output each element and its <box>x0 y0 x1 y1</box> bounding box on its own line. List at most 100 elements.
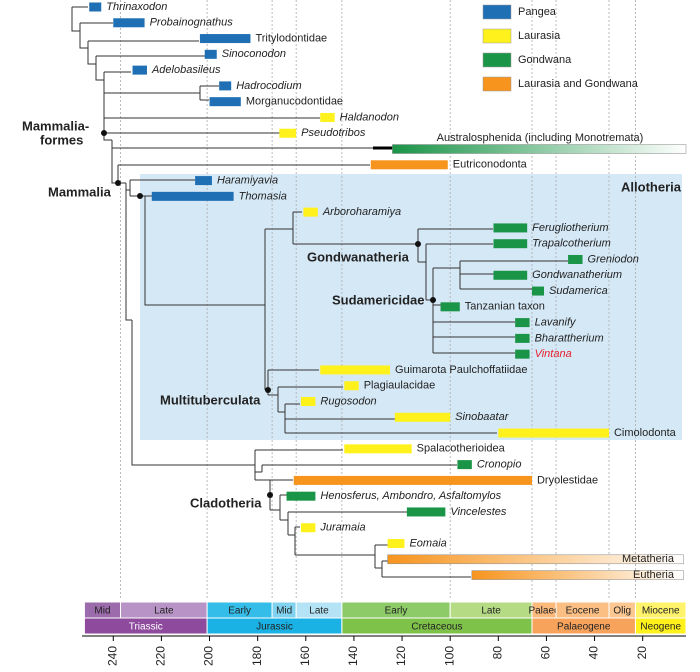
timescale-label: Triassic <box>129 622 163 633</box>
timescale-label: Neogene <box>640 622 681 633</box>
x-tick-label: 60 <box>539 646 553 660</box>
legend-label: Gondwana <box>518 54 572 66</box>
taxon-label: Sinoconodon <box>222 48 286 60</box>
taxon-label: Henosferus, Ambondro, Asfaltomylos <box>320 490 501 502</box>
range-bar <box>204 49 217 59</box>
range-bar <box>568 254 583 264</box>
timescale-label: Late <box>154 606 174 617</box>
x-tick-label: 160 <box>298 646 312 666</box>
taxon-label: Bharattherium <box>535 332 604 344</box>
taxon-label: Australosphenida (including Monotremata) <box>437 132 644 144</box>
group-label: Mammalia <box>48 184 112 199</box>
node <box>265 387 271 393</box>
group-label: Mammalia- <box>22 118 89 133</box>
node <box>115 180 121 186</box>
timescale-label: Olig <box>613 606 631 617</box>
timescale-label: Jurassic <box>256 622 293 633</box>
range-bar <box>219 81 232 91</box>
range-bar <box>300 397 316 406</box>
taxon-label: Haldanodon <box>340 111 399 123</box>
x-tick-label: 100 <box>442 646 456 666</box>
legend-label: Laurasia and Gondwana <box>518 78 639 90</box>
group-label: formes <box>40 132 83 147</box>
timescale-label: Early <box>228 606 251 617</box>
timescale-label: Palaeo <box>528 606 560 617</box>
taxon-label: Juramaia <box>319 522 365 534</box>
taxon-label: Eomaia <box>409 537 446 549</box>
node <box>267 492 273 498</box>
range-bar <box>320 365 391 375</box>
range-bar <box>320 112 335 122</box>
tree <box>71 6 568 578</box>
timescale-label: Miocene <box>642 606 680 617</box>
taxon-label: Ferugliotherium <box>532 222 608 234</box>
range-bar <box>471 570 684 580</box>
node <box>137 193 143 199</box>
x-tick-label: 40 <box>587 646 601 660</box>
legend-label: Laurasia <box>518 30 561 42</box>
taxon-label: Hadrocodium <box>236 80 301 92</box>
node <box>430 297 436 303</box>
x-tick-label: 200 <box>202 646 216 666</box>
taxon-label: Cronopio <box>477 459 522 471</box>
range-bar <box>89 2 102 12</box>
x-tick-label: 20 <box>635 646 649 660</box>
taxon-label: Sinobaatar <box>455 411 510 423</box>
range-bar <box>515 349 530 359</box>
group-label: Gondwanatheria <box>307 249 410 264</box>
x-tick-label: 180 <box>250 646 264 666</box>
taxon-label: Sudamerica <box>549 285 608 297</box>
range-bar <box>293 475 532 485</box>
timescale-cell <box>634 617 687 635</box>
x-tick-label: 120 <box>394 646 408 666</box>
x-tick-label: 140 <box>346 646 360 666</box>
range-bar <box>113 18 145 28</box>
range-bar <box>279 128 297 138</box>
nodes <box>101 130 436 498</box>
group-label: Multituberculata <box>160 392 261 407</box>
taxon-label: Vincelestes <box>450 506 507 518</box>
taxon-label: Probainognathus <box>150 17 234 29</box>
range-bar <box>493 239 528 249</box>
range-bar <box>132 65 147 75</box>
x-tick-label: 220 <box>154 646 168 666</box>
timescale-label: Late <box>481 606 501 617</box>
taxon-label: Eutriconodonta <box>453 159 528 171</box>
range-bar <box>394 412 451 422</box>
timescale-label: Mid <box>276 606 292 617</box>
range-bar <box>195 176 212 186</box>
legend-swatch <box>482 4 512 20</box>
taxon-label: Cimolodonta <box>614 427 677 439</box>
node <box>101 130 107 136</box>
range-bar <box>515 333 530 343</box>
range-bar <box>392 144 687 154</box>
taxon-label: Vintana <box>535 348 572 360</box>
group-label: Sudamericidae <box>332 292 425 307</box>
range-bar <box>151 191 234 201</box>
range-bar <box>498 428 609 438</box>
timescale-label: Palaeogene <box>557 622 611 633</box>
taxon-label: Lavanify <box>535 317 577 329</box>
range-bar <box>457 460 472 470</box>
taxon-label: Gondwanatherium <box>532 269 622 281</box>
group-label: Cladotheria <box>190 495 262 510</box>
x-tick-label: 80 <box>490 646 504 660</box>
range-bar <box>209 97 241 107</box>
range-bar <box>387 539 405 549</box>
taxon-label: Thrinaxodon <box>106 1 167 13</box>
taxon-label: Haramiyavia <box>217 174 278 186</box>
taxon-label: Tritylodontidae <box>255 32 327 44</box>
taxon-label: Metatheria <box>622 553 675 565</box>
taxon-label: Rugosodon <box>320 395 376 407</box>
group-label: Allotheria <box>621 179 682 194</box>
taxon-label: Guimarota Paulchoffatiidae <box>395 364 528 376</box>
range-bar <box>370 160 448 170</box>
taxon-label: Plagiaulacidae <box>364 380 436 392</box>
range-bar <box>344 381 359 391</box>
taxon-label: Morganucodontidae <box>246 96 343 108</box>
timescale-label: Early <box>385 606 408 617</box>
legend-swatch <box>482 52 512 68</box>
taxon-label: Trapalcotherium <box>532 238 611 250</box>
range-bar <box>387 554 684 565</box>
range-bar <box>286 491 316 501</box>
